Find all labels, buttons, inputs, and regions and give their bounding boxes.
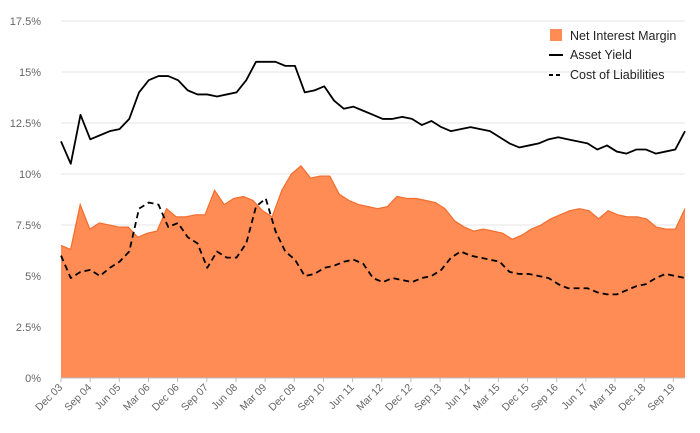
x-tick-label: Mar 06 — [121, 382, 153, 414]
x-tick-label: Mar 18 — [588, 382, 620, 414]
legend-label-asset-yield: Asset Yield — [570, 48, 632, 62]
x-tick-label: Dec 15 — [500, 382, 532, 414]
legend: Net Interest Margin Asset Yield Cost of … — [549, 29, 676, 82]
x-tick-label: Jun 08 — [209, 382, 240, 413]
y-tick-label: 10% — [19, 169, 41, 181]
x-tick-label: Dec 12 — [383, 382, 415, 414]
legend-label-net-interest-margin: Net Interest Margin — [570, 29, 676, 43]
asset-yield-line — [60, 60, 686, 165]
x-tick-label: Sep 13 — [412, 382, 444, 414]
y-tick-label: 0% — [25, 373, 41, 385]
x-tick-label: Sep 16 — [529, 382, 561, 414]
x-tick-label: Dec 18 — [616, 382, 648, 414]
y-tick-label: 7.5% — [16, 220, 41, 232]
y-tick-label: 2.5% — [16, 322, 41, 334]
net-interest-margin-area — [61, 165, 685, 378]
x-tick-label: Sep 07 — [179, 382, 211, 414]
y-tick-label: 12.5% — [10, 118, 41, 130]
x-tick-label: Sep 10 — [296, 382, 328, 414]
x-tick-label: Mar 15 — [471, 382, 503, 414]
y-tick-label: 15% — [19, 67, 41, 79]
x-tick-label: Dec 09 — [266, 382, 298, 414]
x-tick-label: Dec 03 — [33, 382, 65, 414]
net-interest-margin-edge — [60, 164, 686, 251]
x-tick-label: Jun 14 — [443, 382, 474, 413]
x-tick-label: Mar 12 — [354, 382, 386, 414]
x-tick-label: Dec 06 — [150, 382, 182, 414]
net-interest-margin-area-group — [60, 164, 686, 378]
x-tick-label: Jun 11 — [326, 382, 356, 412]
legend-swatch-net-interest-margin — [550, 29, 562, 41]
x-tick-label: Mar 09 — [238, 382, 270, 414]
legend-label-cost-of-liabilities: Cost of Liabilities — [570, 68, 665, 82]
y-tick-label: 5% — [25, 271, 41, 283]
x-tick-label: Jun 17 — [559, 382, 590, 413]
x-tick-label: Sep 04 — [62, 382, 94, 414]
series-lines-group — [60, 60, 686, 296]
y-tick-label: 17.5% — [10, 16, 41, 28]
x-tick-label: Jun 05 — [93, 382, 124, 413]
x-tick-label: Sep 19 — [645, 382, 677, 414]
